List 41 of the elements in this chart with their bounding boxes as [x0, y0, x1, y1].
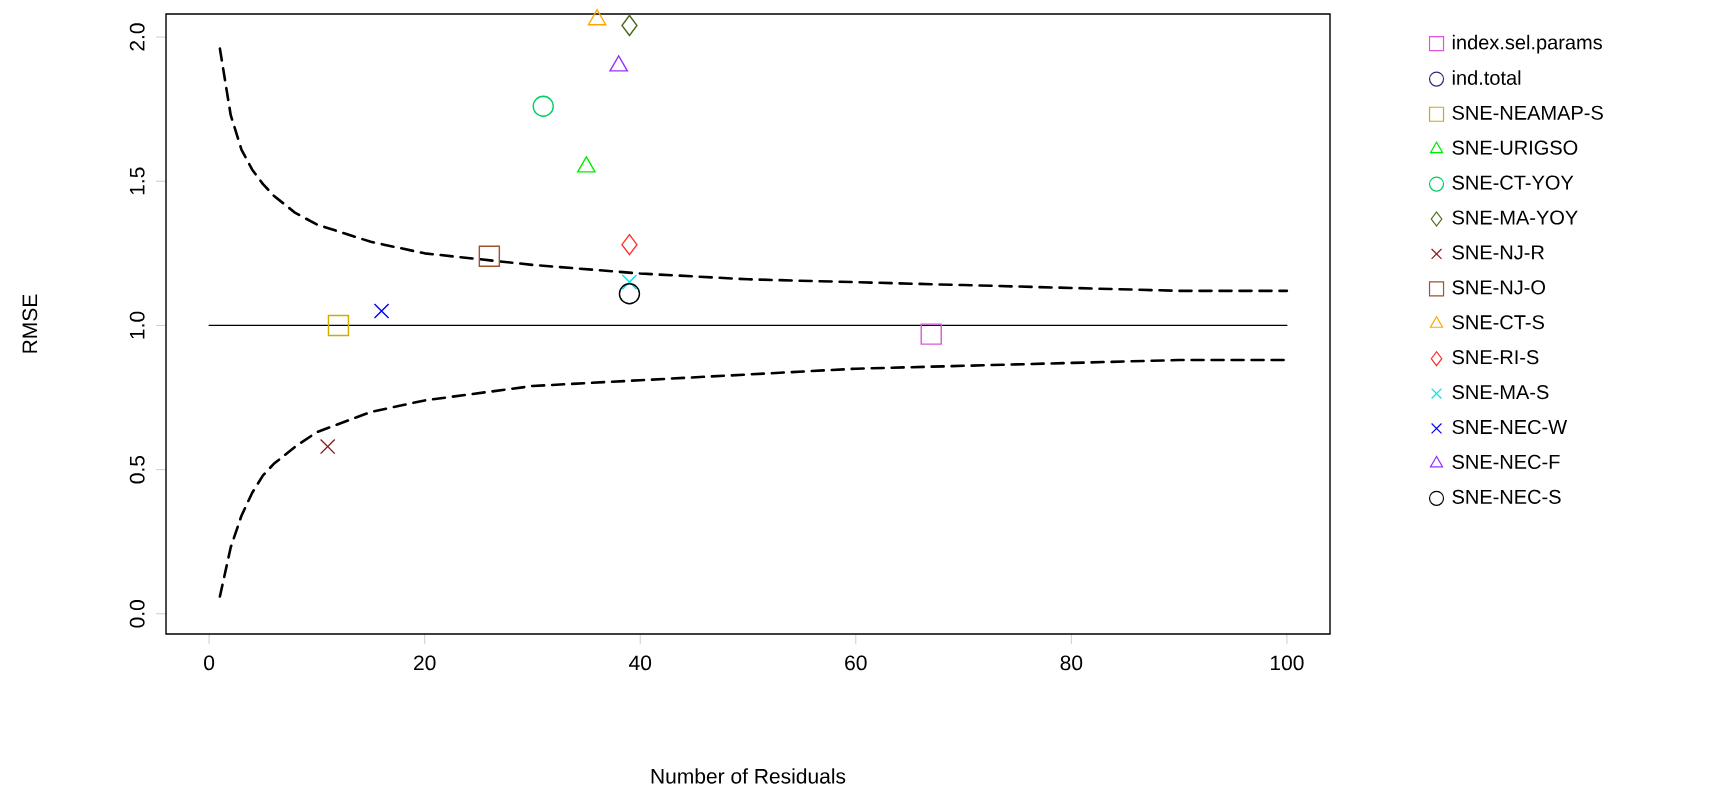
y-tick-label: 0.0	[129, 600, 145, 628]
x-axis-title: Number of Residuals	[651, 768, 846, 784]
x-tick-label: 0	[204, 655, 215, 671]
point	[609, 55, 629, 72]
y-tick-label: 2.0	[129, 23, 145, 51]
point	[621, 274, 638, 290]
legend-label: SNE-NEC-S	[1452, 489, 1561, 504]
legend-label: SNE-NJ-R	[1452, 245, 1544, 260]
x-tick-label: 100	[1270, 655, 1304, 671]
legend-label: SNE-NEC-W	[1452, 419, 1568, 435]
point	[618, 283, 641, 305]
legend-label: SNE-RI-S	[1452, 350, 1539, 365]
y-tick-label: 1.5	[129, 167, 145, 195]
x-tick-label: 60	[845, 655, 867, 671]
y-tick-label: 1.0	[129, 311, 145, 339]
legend-label: SNE-NEAMAP-S	[1452, 105, 1603, 120]
point	[587, 9, 607, 26]
x-tick-label: 20	[414, 655, 436, 671]
x-tick-label: 80	[1060, 655, 1083, 671]
y-tick-label: 0.5	[129, 455, 145, 484]
point	[920, 323, 942, 345]
legend-label: SNE-CT-YOY	[1452, 175, 1574, 190]
point	[621, 14, 638, 37]
point	[373, 303, 390, 319]
point	[532, 95, 554, 117]
legend-label: ind.total	[1452, 70, 1521, 85]
legend-label: index.sel.params	[1452, 34, 1602, 54]
point	[327, 314, 350, 337]
legend-label: SNE-MA-YOY	[1452, 210, 1578, 225]
legend-label: SNE-CT-S	[1452, 315, 1544, 330]
legend-label: SNE-URIGSO	[1452, 140, 1578, 155]
line-series	[218, 47, 1289, 293]
point	[576, 156, 596, 173]
point	[621, 233, 638, 256]
legend-label: SNE-NJ-O	[1452, 280, 1546, 295]
x-tick-label: 40	[629, 655, 652, 671]
legend-label: SNE-NEC-F	[1452, 454, 1560, 469]
legend-label: SNE-MA-S	[1452, 385, 1549, 400]
y-axis-title: RMSE	[22, 294, 38, 353]
point	[319, 438, 336, 455]
point	[478, 245, 501, 267]
